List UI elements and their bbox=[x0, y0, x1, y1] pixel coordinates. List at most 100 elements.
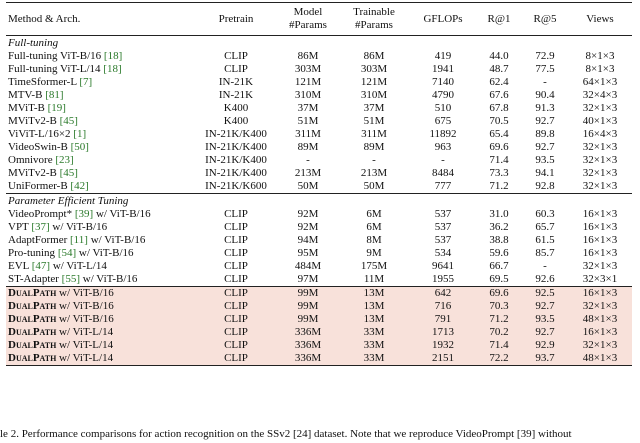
col-r5: R@5 bbox=[533, 12, 557, 25]
citation-link[interactable]: [81] bbox=[45, 89, 64, 101]
trainable-params-cell: 13M bbox=[338, 300, 410, 313]
citation-link[interactable]: [45] bbox=[59, 115, 78, 127]
r1-cell: 59.6 bbox=[489, 247, 509, 259]
gflops-cell: 963 bbox=[434, 141, 452, 153]
gflops-cell: 534 bbox=[434, 247, 452, 259]
r1-cell: 71.2 bbox=[476, 313, 522, 326]
citation-link[interactable]: [47] bbox=[31, 260, 51, 272]
trainable-params-cell: 6M bbox=[366, 208, 382, 220]
model-params-cell: 336M bbox=[278, 326, 338, 339]
trainable-params-cell: 311M bbox=[361, 128, 387, 140]
citation-link[interactable]: [23] bbox=[55, 154, 74, 166]
views-cell: 16×1×3 bbox=[568, 326, 632, 339]
table-row: VideoSwin-B [50] IN-21K/K400 89M 89M 963 69.6… bbox=[6, 141, 632, 154]
r1-cell: 48.7 bbox=[489, 63, 509, 75]
method-cell: Pro-tuning [54] w/ ViT-B/16 bbox=[6, 247, 194, 260]
citation-link[interactable]: [7] bbox=[79, 76, 93, 88]
pretrain-cell: CLIP bbox=[194, 286, 278, 300]
r5-cell: 90.4 bbox=[535, 89, 555, 101]
citation-link[interactable]: [45] bbox=[59, 167, 78, 179]
model-params-cell: 121M bbox=[294, 76, 322, 88]
method-name: DualPath bbox=[8, 326, 57, 338]
header-row: Method & Arch. Pretrain Model #Params Tr… bbox=[6, 2, 632, 36]
trainable-params-cell: 175M bbox=[360, 260, 388, 272]
method-name: AdaptFormer bbox=[8, 234, 71, 246]
method-name: VideoSwin-B bbox=[8, 141, 71, 153]
r5-cell: 72.9 bbox=[535, 50, 555, 62]
r1-cell: 44.0 bbox=[489, 50, 509, 62]
method-cell: Omnivore [23] bbox=[6, 154, 194, 167]
citation-link[interactable]: [37] bbox=[31, 221, 50, 233]
citation-link[interactable]: [50] bbox=[70, 141, 89, 153]
table-row: TimeSformer-L [7] IN-21K 121M 121M 7140 62.4 -… bbox=[6, 76, 632, 89]
method-cell: MViT-B [19] bbox=[6, 102, 194, 115]
r5-cell: 93.7 bbox=[522, 352, 568, 366]
model-params-cell: 86M bbox=[297, 50, 319, 62]
r5-cell: 92.9 bbox=[522, 339, 568, 352]
gflops-cell: 537 bbox=[434, 208, 452, 220]
section-title: Parameter Efficient Tuning bbox=[8, 194, 129, 207]
r1-cell: 62.4 bbox=[489, 76, 509, 88]
method-cell: DualPath w/ ViT-L/14 bbox=[6, 326, 194, 339]
trainable-params-cell: 37M bbox=[363, 102, 385, 114]
views-cell: 64×1×3 bbox=[582, 76, 618, 88]
citation-link[interactable]: [11] bbox=[70, 234, 88, 246]
results-table: Method & Arch. Pretrain Model #Params Tr… bbox=[6, 2, 632, 366]
section-header: Parameter Efficient Tuning bbox=[6, 193, 632, 209]
citation-link[interactable]: [19] bbox=[47, 102, 66, 114]
views-cell: 16×1×3 bbox=[582, 234, 618, 246]
pretrain-cell: CLIP bbox=[194, 339, 278, 352]
citation-link[interactable]: [1] bbox=[73, 128, 87, 140]
trainable-params-cell: 51M bbox=[363, 115, 385, 127]
r5-cell: 92.5 bbox=[522, 286, 568, 300]
method-cell: MTV-B [81] bbox=[6, 89, 194, 102]
r1-cell: 69.5 bbox=[489, 273, 509, 285]
table-row: DualPath w/ ViT-L/14 CLIP 336M 33M 1713 70.2 9… bbox=[6, 326, 632, 339]
model-params-cell: 336M bbox=[278, 339, 338, 352]
pretrain-cell: CLIP bbox=[224, 208, 248, 220]
method-name: Pro-tuning bbox=[8, 247, 58, 259]
model-params-cell: 51M bbox=[297, 115, 319, 127]
citation-link[interactable]: [55] bbox=[61, 273, 80, 285]
table-row: DualPath w/ ViT-B/16 CLIP 99M 13M 716 70.3 92.… bbox=[6, 300, 632, 313]
citation-link[interactable]: [18] bbox=[103, 63, 122, 75]
r1-cell: 71.4 bbox=[489, 154, 509, 166]
method-cell: MViTv2-B [45] bbox=[6, 115, 194, 128]
gflops-cell: 675 bbox=[434, 115, 452, 127]
views-cell: 32×1×3 bbox=[582, 141, 618, 153]
citation-link[interactable]: [39] bbox=[74, 208, 94, 220]
r5-cell: 61.5 bbox=[535, 234, 555, 246]
table-row: DualPath w/ ViT-B/16 CLIP 99M 13M 642 69.6 92.… bbox=[6, 286, 632, 300]
method-cell: ST-Adapter [55] w/ ViT-B/16 bbox=[6, 273, 194, 287]
col-pretrain: Pretrain bbox=[218, 12, 254, 25]
model-params-cell: 95M bbox=[297, 247, 319, 259]
trainable-params-cell: 89M bbox=[363, 141, 385, 153]
views-cell: 32×3×1 bbox=[582, 273, 618, 285]
r5-cell: 60.3 bbox=[535, 208, 555, 220]
method-name: EVL bbox=[8, 260, 32, 272]
views-cell: 40×1×3 bbox=[582, 115, 618, 127]
model-params-cell: - bbox=[306, 154, 310, 166]
r1-cell: 71.4 bbox=[476, 339, 522, 352]
table-row: Full-tuning ViT-L/14 [18] CLIP 303M 303M 194… bbox=[6, 63, 632, 76]
backbone-label: w/ ViT-B/16 bbox=[80, 273, 138, 285]
table-row: DualPath w/ ViT-B/16 CLIP 99M 13M 791 71.2 93.… bbox=[6, 313, 632, 326]
model-params-cell: 99M bbox=[278, 300, 338, 313]
citation-link[interactable]: [42] bbox=[70, 180, 89, 192]
table-row: EVL [47] w/ ViT-L/14 CLIP 484M 175M 9641 66.7… bbox=[6, 260, 632, 273]
r1-cell: 36.2 bbox=[489, 221, 509, 233]
gflops-cell: 537 bbox=[434, 234, 452, 246]
trainable-params-cell: 8M bbox=[366, 234, 382, 246]
citation-link[interactable]: [18] bbox=[103, 50, 123, 62]
method-name: MTV-B bbox=[8, 89, 46, 101]
table-row: MTV-B [81] IN-21K 310M 310M 4790 67.6 90.4 32×4… bbox=[6, 89, 632, 102]
views-cell: 32×4×3 bbox=[582, 89, 618, 101]
method-name: UniFormer-B bbox=[8, 180, 71, 192]
r5-cell: 93.5 bbox=[535, 154, 555, 166]
gflops-cell: - bbox=[441, 154, 445, 166]
gflops-cell: 8484 bbox=[432, 167, 454, 179]
pretrain-cell: IN-21K/K400 bbox=[205, 167, 267, 179]
citation-link[interactable]: [54] bbox=[57, 247, 77, 259]
model-params-cell: 37M bbox=[297, 102, 319, 114]
method-name: DualPath bbox=[8, 300, 57, 312]
